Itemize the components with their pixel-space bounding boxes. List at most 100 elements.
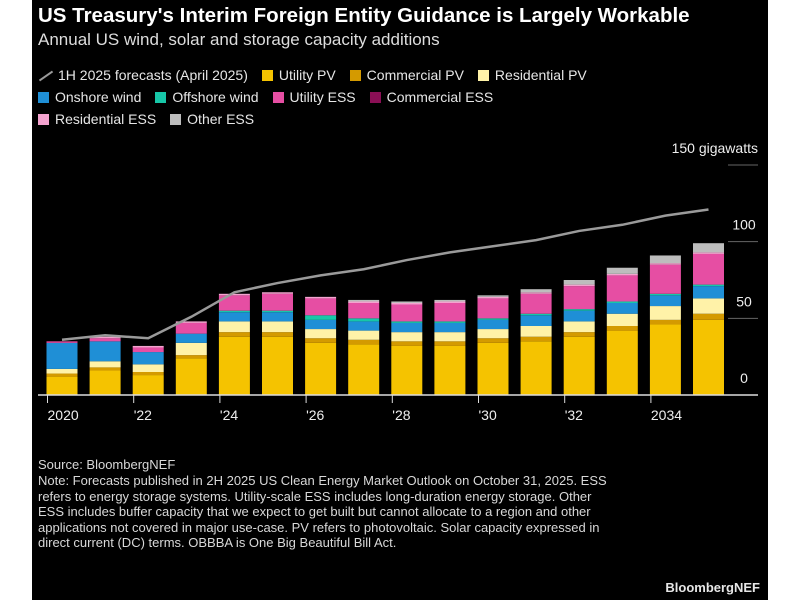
bar-segment [262,310,293,313]
bar-segment [477,342,509,395]
bar-segment [348,299,380,302]
bar-segment [348,344,380,395]
legend-item: Utility ESS [272,89,356,105]
bar-segment [391,321,423,323]
bar-segment [563,321,595,333]
x-tick-label: '22 [134,407,152,423]
bar-segment [262,312,293,322]
x-tick-label: '28 [392,407,410,423]
bar-segment [218,312,250,322]
y-unit-label: 150 gigawatts [672,140,758,156]
bar-segment [89,361,121,368]
bar-segment [218,293,250,296]
legend-label: Residential ESS [55,111,157,127]
bar-segment [46,342,78,369]
bar-segment [46,373,78,377]
legend-item: Offshore wind [155,89,259,105]
bar-segment [434,321,466,323]
note-text: Note: Forecasts published in 2H 2025 US … [38,473,607,550]
bar-segment [175,358,207,395]
bar-segment [520,313,552,316]
bar-segment [693,313,724,320]
bar-segment [606,326,638,331]
bar-segment [175,321,207,323]
legend-item: Residential PV [477,67,587,83]
bar-segment [218,310,250,313]
bar-segment [132,364,164,372]
legend-swatch [155,91,167,103]
legend-item: Utility PV [261,67,336,83]
bar-segment [262,321,293,333]
x-tick-label: '24 [220,407,238,423]
legend-row-1: 1H 2025 forecasts (April 2025) Utility PV… [38,67,601,83]
bar-segment [305,315,337,320]
legend-label: Utility PV [278,67,336,83]
bar-segment [606,313,638,326]
bar-segment [649,319,681,325]
bar-segment [218,332,250,337]
bar-segment [477,296,509,299]
bar-segment [218,295,250,311]
bar-segment [520,292,552,294]
legend-item: Commercial PV [349,67,464,83]
legend-swatch [477,69,489,81]
x-tick-label: '26 [306,407,324,423]
bar-segment [563,280,595,285]
bar-segment [477,318,509,320]
chart-plot: 2020 '22 '24 '26 '28 '30 '32 2034 0 50 100 150 giga… [38,140,758,423]
bar-segment [477,298,509,319]
bar-segment [218,336,250,395]
chart-title: US Treasury's Interim Foreign Entity Gui… [38,4,690,27]
bar-segment [391,301,423,303]
bar-segment [477,319,509,330]
bar-segment [477,329,509,339]
bar-segment [132,375,164,395]
bar-segment [89,367,121,371]
legend-label: Commercial PV [366,67,464,83]
bar-segment [391,303,423,305]
bar-segment [262,332,293,337]
bar-segment [434,301,466,303]
bar-segment [391,332,423,342]
brand-logo-text: BloombergNEF [665,580,760,595]
legend-swatch [38,91,49,103]
legend-label: Utility ESS [289,89,356,105]
bar-segment [305,338,337,343]
bar-segment [262,293,293,311]
bar-segment [649,263,681,265]
bar-segment [520,289,552,293]
legend-swatch [38,113,49,125]
bar-segment [649,293,681,296]
bar-segment [305,298,337,316]
bar-segment [175,355,207,359]
bar-segment [477,295,509,297]
bar-segment [46,376,78,395]
legend-swatch [349,69,361,81]
bar-segment [434,322,466,333]
bar-segment [175,322,207,334]
bar-segment [606,275,638,302]
legend-row-2: Onshore wind Offshore wind Utility ESS Comm… [38,89,507,105]
legend-swatch [170,113,182,125]
legend-swatch [261,69,273,81]
bar-segment [46,341,78,343]
bar-segment [649,324,681,395]
bar-segment [305,329,337,339]
bar-segment [520,341,552,395]
bar-segment [693,298,724,314]
bar-segment [348,301,380,303]
bar-segment [649,255,681,264]
bar-segment [563,309,595,311]
bar-segment [46,368,78,374]
bar-segment [348,303,380,319]
bar-segment [563,284,595,287]
bar-segment [649,306,681,320]
bar-segment [649,264,681,294]
bar-segment [348,339,380,345]
bar-segment [693,284,724,287]
bar-segment [89,336,121,339]
bar-segment [132,372,164,376]
forecast-line [61,208,709,342]
bar-segment [693,253,724,285]
bar-segment [175,333,207,343]
